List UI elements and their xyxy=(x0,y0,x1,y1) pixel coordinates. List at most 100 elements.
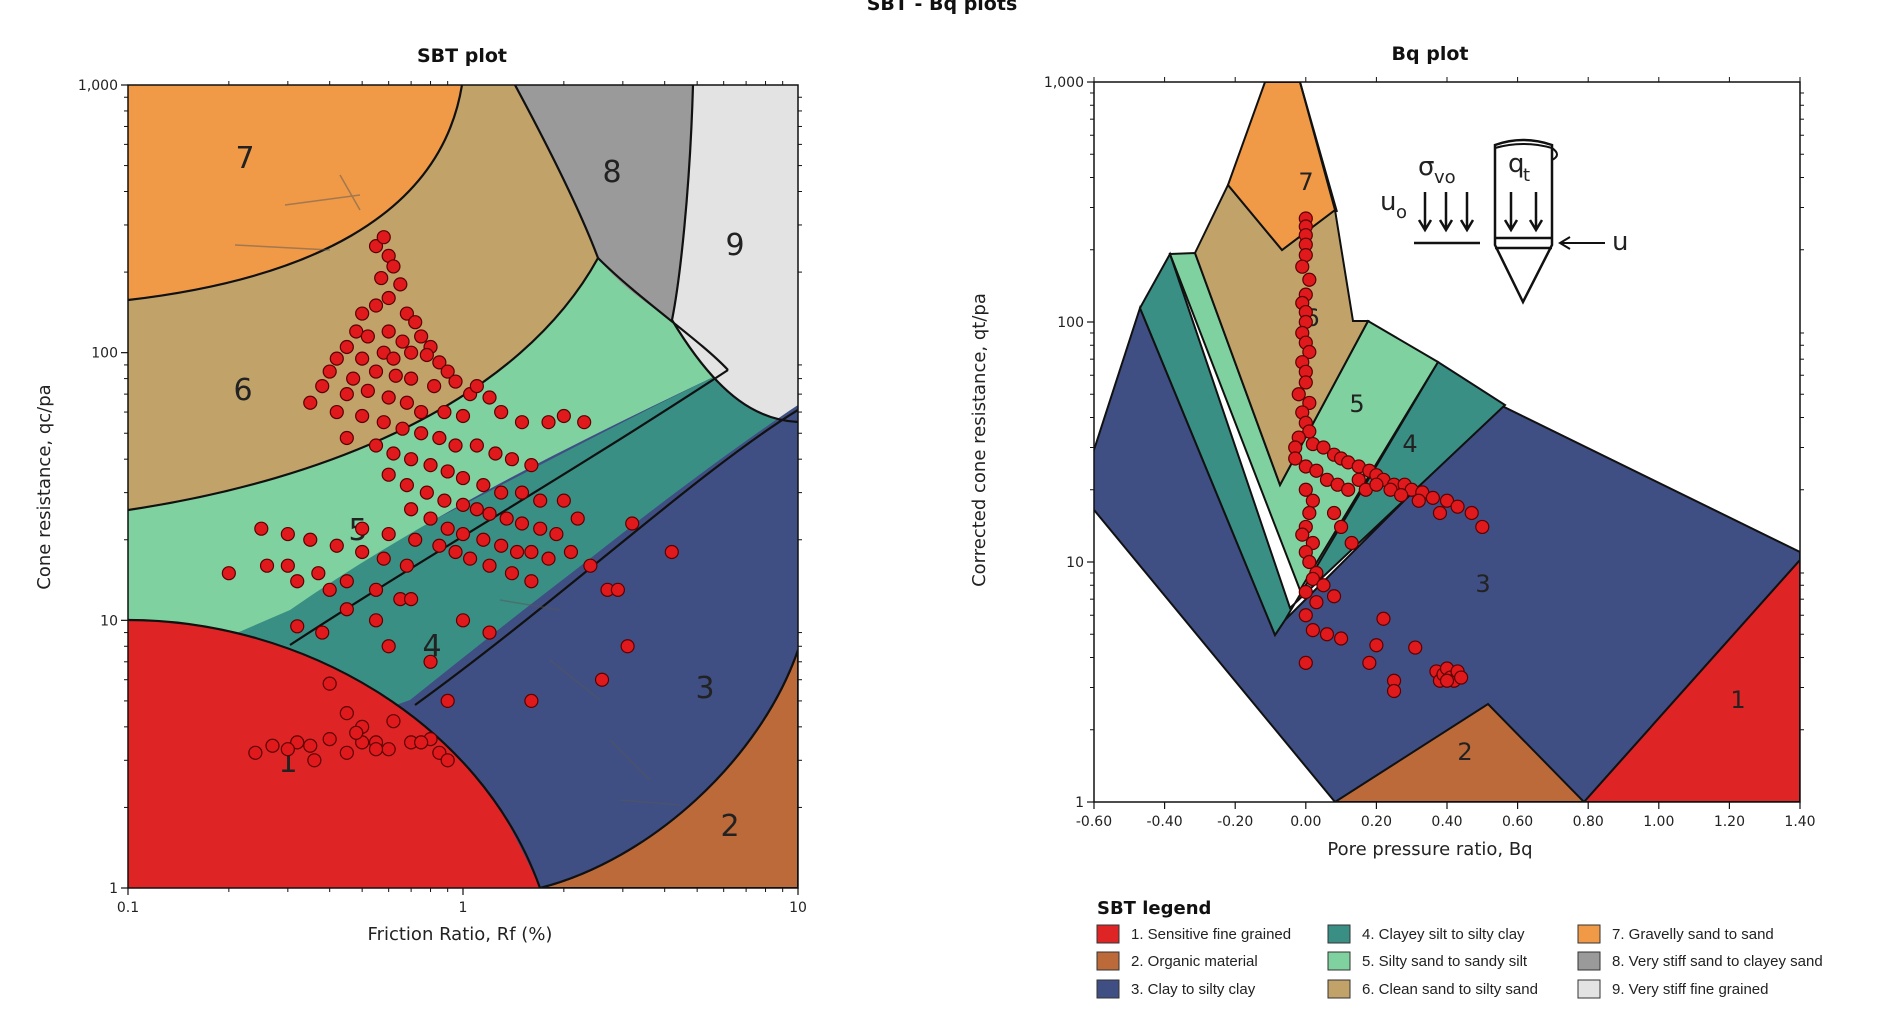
sigma-symbol: σ xyxy=(1418,152,1434,182)
bq-data-point xyxy=(1298,375,1313,390)
u-symbol: u xyxy=(1612,227,1628,257)
bq-x-axis-label: Pore pressure ratio, Bq xyxy=(1327,839,1532,860)
sbt-data-point xyxy=(360,383,375,398)
sbt-data-point xyxy=(355,544,370,560)
sbt-data-point xyxy=(514,415,530,430)
bq-data-point xyxy=(1326,589,1342,604)
bq-x-tick-label: 0.60 xyxy=(1502,814,1533,830)
sbt-data-point xyxy=(440,521,455,536)
sbt-zone-1 xyxy=(128,620,540,888)
sbt-zone-label-3: 3 xyxy=(695,671,714,706)
sbt-data-point xyxy=(290,574,305,589)
bq-data-point xyxy=(1309,595,1324,610)
sbt-legend: SBT legend 1. Sensitive fine grained 2. O… xyxy=(1096,898,1823,999)
legend-label: 2. Organic material xyxy=(1131,953,1258,970)
legend-swatch xyxy=(1327,951,1351,971)
sbt-data-point xyxy=(524,544,539,560)
bq-y-tick-label: 1,000 xyxy=(1044,75,1084,91)
sbt-boundary xyxy=(414,409,798,706)
bq-data-point xyxy=(1298,608,1313,623)
bq-data-point xyxy=(1288,451,1303,466)
sbt-zone-6b xyxy=(128,85,598,510)
qt-symbol: q xyxy=(1508,149,1525,179)
sbt-data-point xyxy=(346,371,361,386)
bq-x-tick-label: 1.20 xyxy=(1714,814,1745,830)
sbt-x-tick-label: 0.1 xyxy=(117,900,139,916)
bq-data-point xyxy=(1302,554,1317,570)
sbt-data-point xyxy=(541,415,556,430)
sbt-zone-label-8: 8 xyxy=(602,155,621,190)
sbt-data-point xyxy=(322,364,337,379)
sbt-data-point xyxy=(414,329,429,344)
sbt-data-point xyxy=(399,558,414,573)
sbt-y-tick-label: 10 xyxy=(100,613,118,629)
sbt-boundary xyxy=(597,257,729,371)
sbt-data-point xyxy=(556,493,571,508)
sbt-y-tick-label: 100 xyxy=(91,346,118,362)
sbt-data-point xyxy=(414,426,429,441)
bq-data-point xyxy=(1362,655,1377,670)
sbt-data-point xyxy=(303,738,318,753)
sbt-data-point xyxy=(625,516,640,531)
sbt-data-point xyxy=(455,526,471,542)
sbt-data-point xyxy=(368,438,384,453)
sbt-data-point xyxy=(570,511,585,526)
bq-data-point xyxy=(1316,578,1331,593)
sbt-data-point xyxy=(322,582,337,597)
sbt-data-point xyxy=(280,558,295,573)
sbt-y-tick-label: 1,000 xyxy=(78,78,118,94)
bq-x-tick-label: 0.40 xyxy=(1431,814,1462,830)
bq-y-tick-label: 1 xyxy=(1075,795,1084,811)
sbt-data-point xyxy=(265,738,280,753)
sbt-data-point xyxy=(386,714,401,729)
sbt-data-point xyxy=(329,351,344,366)
sbt-data-point xyxy=(376,415,391,430)
bq-data-point xyxy=(1386,683,1402,699)
sbt-data-point xyxy=(303,532,318,547)
sbt-data-point xyxy=(355,521,370,536)
sbt-zone-label-6: 6 xyxy=(233,373,252,408)
sbt-zone-label-9: 9 xyxy=(725,228,744,263)
sbt-y-tick-label: 1 xyxy=(109,881,118,897)
sbt-data-point xyxy=(482,625,497,640)
sbt-plot-title: SBT plot xyxy=(417,45,507,67)
sbt-data-point xyxy=(462,551,478,566)
sbt-data-point xyxy=(524,458,539,473)
sbt-boundary xyxy=(128,85,600,512)
sbt-data-point xyxy=(368,742,384,757)
sbt-data-point xyxy=(329,404,344,420)
bq-data-point xyxy=(1319,627,1335,642)
bq-data-point xyxy=(1351,472,1366,487)
cone-body xyxy=(1493,138,1554,305)
sigma-arrows xyxy=(1414,192,1480,245)
sbt-data-point xyxy=(368,364,384,379)
sbt-data-point xyxy=(315,379,330,394)
sbt-data-point xyxy=(395,421,410,436)
sbt-data-point xyxy=(514,485,530,500)
bq-data-point xyxy=(1425,490,1440,505)
bq-points xyxy=(1288,211,1490,699)
bq-axes: -0.60 -0.40 -0.20 0.00 0.20 0.40 0.60 0.80 1.00 1… xyxy=(1044,75,1816,830)
sbt-data-point xyxy=(482,558,497,573)
sbt-zone-9 xyxy=(672,85,798,422)
bq-y-tick-label: 100 xyxy=(1057,315,1084,331)
sbt-data-point xyxy=(432,430,447,446)
sbt-data-point xyxy=(386,446,401,461)
bq-data-point xyxy=(1464,505,1479,521)
bq-data-point xyxy=(1305,623,1320,638)
bq-data-point xyxy=(1333,519,1349,535)
bq-zone-label-3: 3 xyxy=(1475,570,1490,598)
sbt-data-point xyxy=(399,306,414,321)
sbt-data-point xyxy=(476,478,491,493)
bq-x-tick-label: 1.00 xyxy=(1643,814,1674,830)
bq-zone-label-7: 7 xyxy=(1298,168,1313,196)
sbt-data-point xyxy=(423,654,438,669)
bq-data-point xyxy=(1302,505,1317,521)
sbt-zone-label-4: 4 xyxy=(422,629,441,664)
sbt-data-point xyxy=(509,544,525,560)
sbt-data-point xyxy=(311,566,326,581)
bq-x-tick-label: 0.20 xyxy=(1361,814,1392,830)
sbt-data-point xyxy=(440,464,455,479)
legend-label: 1. Sensitive fine grained xyxy=(1131,926,1291,943)
bq-x-tick-label: 1.40 xyxy=(1784,814,1815,830)
